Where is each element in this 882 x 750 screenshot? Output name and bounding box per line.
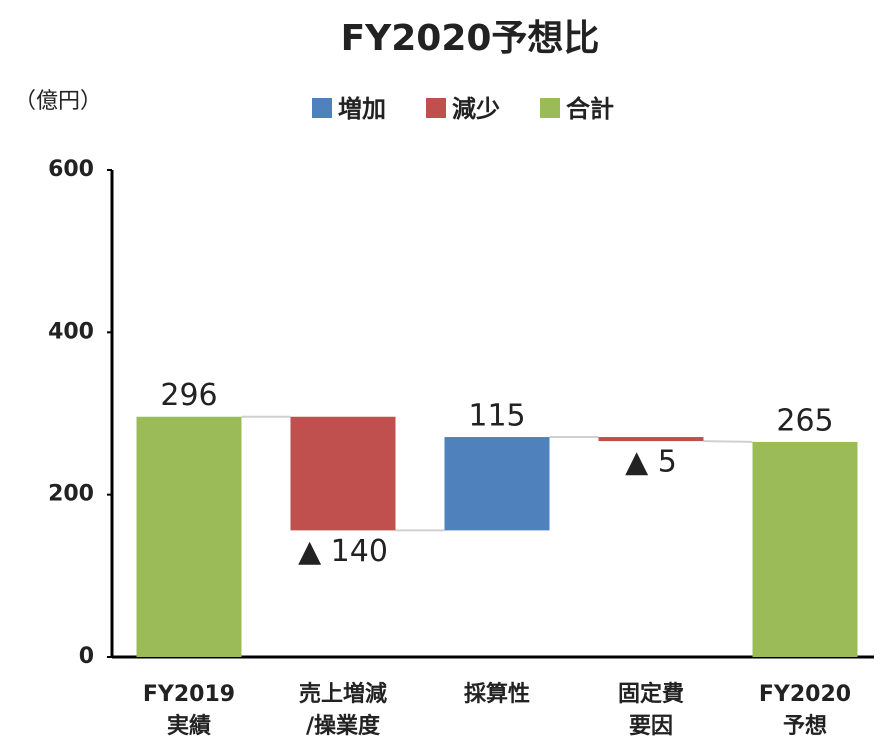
legend-label: 増加 (338, 95, 386, 123)
connector (703, 440, 753, 443)
y-axis-label: （億円） (14, 89, 102, 114)
x-tick-label: FY2019 実績 (143, 682, 235, 739)
x-tick-label: FY2020 予想 (759, 682, 851, 739)
x-tick-label: 採算性 (464, 681, 530, 707)
y-tick-label: 400 (48, 319, 94, 344)
bar (752, 441, 858, 657)
y-tick-label: 600 (48, 157, 94, 182)
data-label: ▲ 140 (298, 534, 388, 569)
legend-swatch (312, 98, 332, 118)
legend-swatch (540, 98, 560, 118)
x-tick-label: 売上増減/操業度 (299, 681, 387, 739)
data-label: 296 (160, 378, 217, 413)
legend-label: 合計 (566, 95, 614, 123)
data-label: 115 (468, 399, 525, 434)
y-tick-label: 0 (79, 644, 94, 669)
legend-swatch (426, 98, 446, 118)
data-label: ▲ 5 (625, 445, 677, 480)
x-tick-label: 固定費要因 (618, 681, 684, 739)
bar (290, 416, 396, 531)
bar (136, 416, 242, 657)
bar (444, 437, 550, 531)
bar (598, 437, 704, 442)
y-tick-label: 200 (48, 482, 94, 507)
legend-label: 減少 (452, 95, 500, 123)
data-label: 265 (776, 403, 833, 438)
chart-title: FY2020予想比 (341, 18, 600, 59)
